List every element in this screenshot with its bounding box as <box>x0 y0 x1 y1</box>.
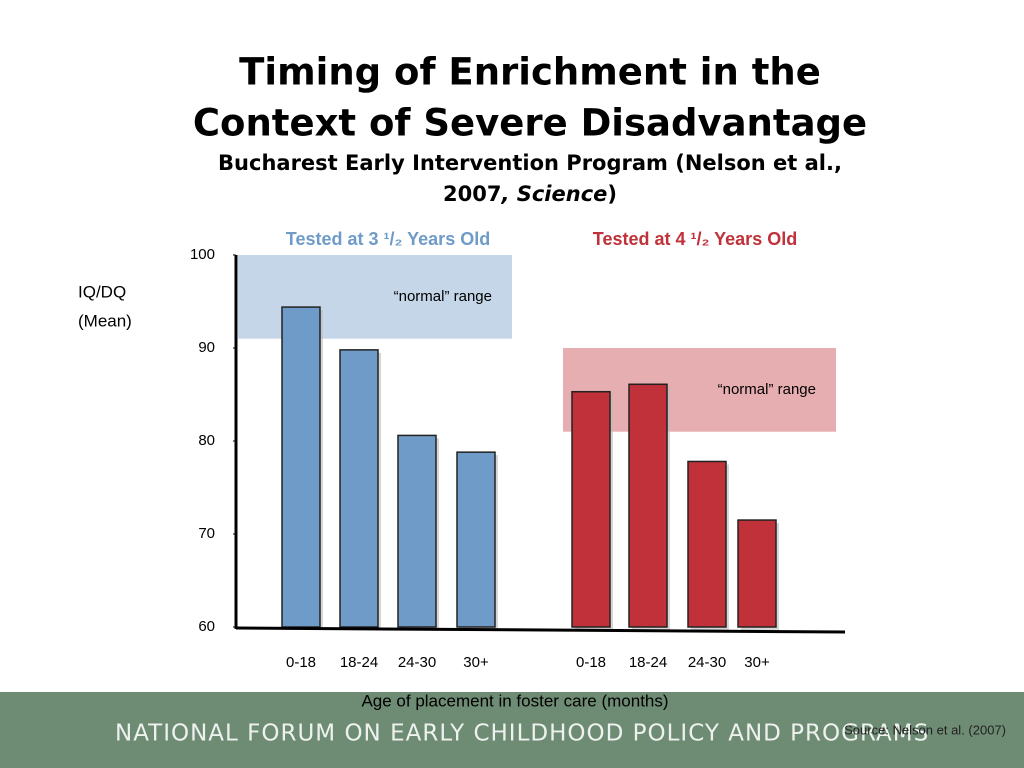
plot: 60 70 80 90 100 “normal” range Tested at 3 ¹/₂… <box>190 229 846 671</box>
x-tick-label: 0-18 <box>286 654 316 671</box>
x-tick-label: 18-24 <box>629 654 667 671</box>
x-label: Age of placement in foster care (months) <box>361 691 668 710</box>
x-tick-label: 18-24 <box>340 654 378 671</box>
subtitle-part: ) <box>607 182 617 206</box>
x-tick-label: 30+ <box>744 654 770 671</box>
y-tick-label: 60 <box>198 618 215 635</box>
bar <box>281 306 321 628</box>
x-tick-label: 0-18 <box>576 654 606 671</box>
x-tick-label: 30+ <box>463 654 489 671</box>
y-tick-label: 90 <box>198 339 215 356</box>
subtitle-part: 2007 <box>443 182 501 206</box>
group-name: Tested at 4 ¹/₂ Years Old <box>593 229 797 249</box>
subtitle-part: , Science <box>500 182 607 206</box>
bar <box>571 390 611 628</box>
bar <box>628 383 668 628</box>
subtitle: Bucharest Early Intervention Program (Ne… <box>218 151 842 175</box>
y-label: (Mean) <box>78 311 132 330</box>
x-axis <box>235 626 846 634</box>
title-line: Timing of Enrichment in the <box>239 51 821 94</box>
y-tick-label: 100 <box>190 246 215 263</box>
range-label: “normal” range <box>718 381 816 398</box>
bar <box>397 434 437 628</box>
x-tick-label: 24-30 <box>688 654 726 671</box>
bar <box>687 460 727 628</box>
bar <box>737 519 777 628</box>
y-tick-label: 80 <box>198 432 215 449</box>
bar <box>456 451 496 628</box>
title-line: Context of Severe Disadvantage <box>193 102 867 145</box>
source: Source: Nelson et al. (2007) <box>844 722 1006 737</box>
x-tick-label: 24-30 <box>398 654 436 671</box>
footer-text: NATIONAL FORUM ON EARLY CHILDHOOD POLICY… <box>115 721 929 747</box>
range-label: “normal” range <box>394 288 492 305</box>
group-name: Tested at 3 ¹/₂ Years Old <box>286 229 490 249</box>
footer-band <box>0 692 1024 768</box>
bar <box>339 349 379 628</box>
subtitle: 2007, Science) <box>443 182 617 206</box>
y-tick-label: 70 <box>198 525 215 542</box>
y-label: IQ/DQ <box>78 282 126 301</box>
